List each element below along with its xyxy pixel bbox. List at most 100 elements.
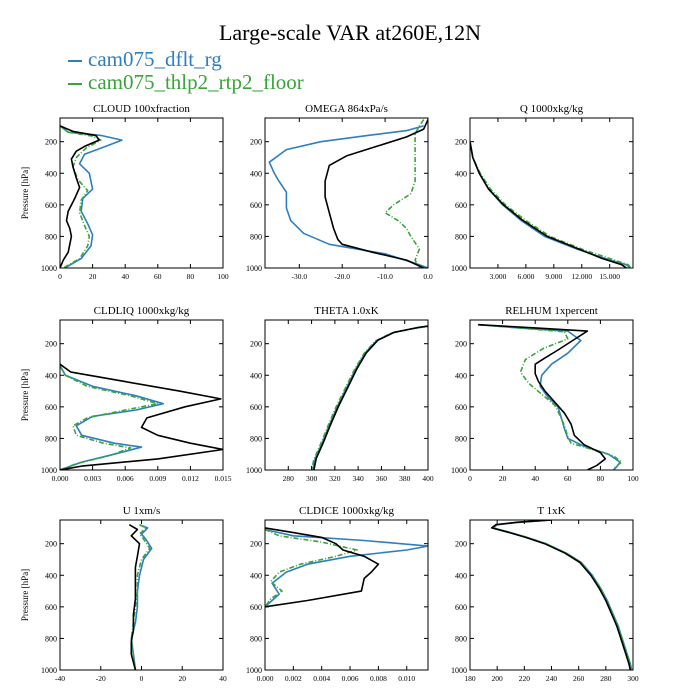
series-line-2 xyxy=(130,523,151,670)
y-tick-label: 400 xyxy=(455,371,467,380)
y-tick-label: 600 xyxy=(45,201,57,210)
panel-title: THETA 1.0xK xyxy=(314,305,379,317)
y-tick-label: 400 xyxy=(250,371,262,380)
y-tick-label: 600 xyxy=(250,403,262,412)
x-tick-label: 0.010 xyxy=(398,674,415,683)
x-tick-label: 280 xyxy=(283,474,295,483)
x-tick-label: -10.0 xyxy=(377,272,393,281)
panel-title: T 1xK xyxy=(537,505,565,517)
series-line-3 xyxy=(324,119,428,268)
series-line-3 xyxy=(470,141,627,268)
plot-frame xyxy=(264,519,429,671)
x-tick-label: 0.002 xyxy=(285,674,302,683)
x-tick-label: 0.004 xyxy=(313,674,330,683)
x-tick-label: 40 xyxy=(531,474,539,483)
y-tick-label: 600 xyxy=(45,603,57,612)
y-tick-label: 1000 xyxy=(41,466,57,475)
x-tick-label: 40 xyxy=(219,674,227,683)
x-tick-label: -20.0 xyxy=(334,272,350,281)
panel-title: OMEGA 864xPa/s xyxy=(305,103,388,115)
x-tick-label: 0.008 xyxy=(370,674,387,683)
y-tick-label: 200 xyxy=(250,138,262,147)
x-tick-label: 0.003 xyxy=(84,474,101,483)
legend-label-series-2: cam075_thlp2_rtp2_floor xyxy=(88,70,304,94)
x-tick-label: -30.0 xyxy=(292,272,308,281)
x-tick-label: 40 xyxy=(121,272,129,281)
y-tick-label: 800 xyxy=(45,434,57,443)
y-tick-label: 800 xyxy=(250,634,262,643)
y-tick-label: 200 xyxy=(455,340,467,349)
y-tick-label: 600 xyxy=(455,201,467,210)
x-tick-label: 20 xyxy=(89,272,97,281)
y-tick-label: 600 xyxy=(455,603,467,612)
plot-frame xyxy=(469,117,634,269)
x-tick-label: 6.000 xyxy=(517,272,534,281)
x-tick-label: 0.0 xyxy=(423,272,433,281)
series-line-2 xyxy=(60,125,102,268)
y-tick-label: 200 xyxy=(45,540,57,549)
chart-panel-7: U 1xm/s 200 400 600 800 1000-40 -20 0 20 40 Pressu… xyxy=(20,505,227,683)
panel-title: CLOUD 100xfraction xyxy=(93,103,190,115)
x-tick-label: 0.006 xyxy=(342,674,359,683)
plot-frame xyxy=(59,519,224,671)
series-line-3 xyxy=(313,325,428,470)
panel-title: RELHUM 1xpercent xyxy=(505,305,598,317)
y-tick-label: 1000 xyxy=(41,264,57,273)
series-line-3 xyxy=(60,363,223,470)
series-line-1 xyxy=(478,323,621,470)
y-tick-label: 200 xyxy=(45,138,57,147)
x-tick-label: 100 xyxy=(627,474,639,483)
x-tick-label: 60 xyxy=(564,474,572,483)
series-line-2 xyxy=(470,141,632,268)
x-tick-label: 400 xyxy=(422,474,434,483)
x-tick-label: 220 xyxy=(519,674,531,683)
series-line-3 xyxy=(265,527,380,608)
y-tick-label: 400 xyxy=(250,571,262,580)
series-line-2 xyxy=(384,119,425,268)
y-axis-label: Pressure [hPa] xyxy=(20,569,30,621)
y-axis-label: Pressure [hPa] xyxy=(20,369,30,421)
legend-entry-series-1: cam075_dflt_rg xyxy=(68,47,222,72)
x-tick-label: 80 xyxy=(187,272,195,281)
x-tick-label: 9.000 xyxy=(545,272,562,281)
x-tick-label: -40 xyxy=(55,674,65,683)
x-tick-label: 100 xyxy=(217,272,229,281)
legend-label-series-1: cam075_dflt_rg xyxy=(88,47,222,71)
plot-frame xyxy=(469,319,634,471)
legend-entry-series-2: cam075_thlp2_rtp2_floor xyxy=(68,70,304,95)
chart-panel-5: THETA 1.0xK 200 400 600 800 1000 280 300 320 340 3… xyxy=(246,305,434,483)
y-tick-label: 400 xyxy=(455,571,467,580)
y-tick-label: 1000 xyxy=(246,466,262,475)
x-tick-label: 0 xyxy=(468,474,472,483)
y-tick-label: 1000 xyxy=(451,264,467,273)
y-tick-label: 200 xyxy=(455,540,467,549)
x-tick-label: 280 xyxy=(600,674,612,683)
panel-title: CLDLIQ 1000xkg/kg xyxy=(94,305,190,317)
y-tick-label: 200 xyxy=(45,340,57,349)
x-tick-label: 0.000 xyxy=(52,474,69,483)
x-tick-label: 20 xyxy=(499,474,507,483)
y-tick-label: 400 xyxy=(45,371,57,380)
x-tick-label: 80 xyxy=(597,474,605,483)
y-tick-label: 600 xyxy=(45,403,57,412)
series-line-1 xyxy=(470,141,631,268)
chart-panel-3: Q 1000xkg/kg 200 400 600 800 1000 3.000 6.000 9.… xyxy=(451,103,634,281)
figure-title: Large-scale VAR at260E,12N xyxy=(218,20,482,45)
y-tick-label: 800 xyxy=(45,634,57,643)
x-tick-label: 260 xyxy=(573,674,585,683)
y-axis-label: Pressure [hPa] xyxy=(20,167,30,219)
panel-title: CLDICE 1000xkg/kg xyxy=(299,505,395,517)
x-tick-label: -20 xyxy=(96,674,106,683)
x-tick-label: 15.000 xyxy=(599,272,620,281)
x-tick-label: 360 xyxy=(376,474,388,483)
plot-frame xyxy=(264,117,429,269)
plot-frame xyxy=(59,319,224,471)
series-line-1 xyxy=(265,528,428,608)
x-tick-label: 300 xyxy=(627,674,639,683)
series-line-2 xyxy=(265,528,358,608)
